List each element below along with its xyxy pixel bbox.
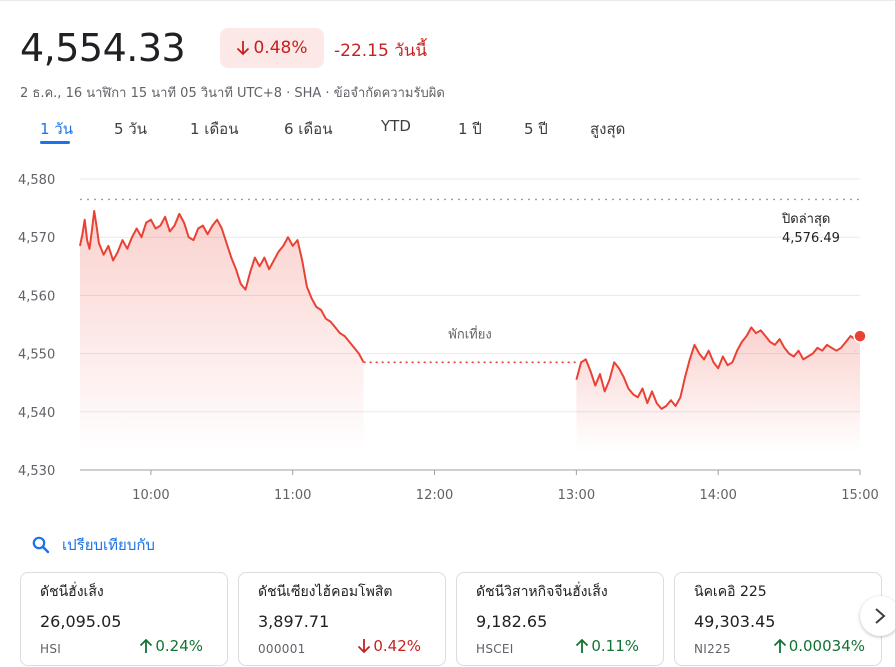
timestamp-disclaimer: 2 ธ.ค., 16 นาฬิกา 15 นาที 05 วินาที UTC+…: [20, 86, 445, 101]
series-area-morning: [80, 211, 364, 452]
card-name: ดัชนีฮั่งเส็ง: [40, 584, 104, 600]
y-tick-label: 4,550: [18, 348, 55, 363]
arrow-down-icon: [237, 41, 250, 56]
card-value: 26,095.05: [40, 612, 122, 631]
compare-label: เปรียบเทียบกับ: [62, 536, 155, 554]
card-name: นิคเคอิ 225: [694, 584, 767, 600]
index-card-shanghai[interactable]: ดัชนีเซียงไฮ้คอมโพสิต 3,897.71 000001 0.…: [238, 572, 446, 666]
arrow-down-icon: [358, 639, 371, 654]
search-icon: [32, 536, 50, 554]
card-value: 3,897.71: [258, 612, 330, 631]
x-tick-label: 13:00: [558, 488, 595, 503]
card-name: ดัชนีเซียงไฮ้คอมโพสิต: [258, 584, 393, 600]
current-price: 4,554.33: [20, 26, 186, 70]
card-code: NI225: [694, 642, 731, 656]
price-chart[interactable]: 4,580 4,570 4,560 4,550 4,540 4,530 10:00 11:00…: [0, 160, 895, 505]
prev-close-value: 4,576.49: [782, 231, 840, 246]
y-tick-label: 4,580: [18, 173, 55, 188]
y-tick-label: 4,530: [18, 464, 55, 479]
card-change-value: 0.42%: [373, 637, 421, 655]
y-tick-label: 4,570: [18, 231, 55, 246]
arrow-up-icon: [140, 638, 153, 653]
tab-1-year[interactable]: 1 ปี: [458, 120, 482, 138]
card-change-value: 0.11%: [591, 637, 639, 655]
card-change: 0.00034%: [773, 637, 865, 655]
tab-5-day[interactable]: 5 วัน: [114, 120, 147, 138]
card-change: 0.42%: [357, 637, 421, 655]
x-tick-label: 10:00: [132, 488, 169, 503]
change-percent-badge: 0.48%: [220, 28, 324, 68]
y-tick-label: 4,540: [18, 406, 55, 421]
card-change-value: 0.00034%: [788, 637, 865, 655]
card-change: 0.24%: [139, 637, 203, 655]
active-tab-indicator: [40, 141, 70, 144]
x-tick-label: 14:00: [699, 488, 736, 503]
card-change-value: 0.24%: [155, 637, 203, 655]
prev-close-label: ปิดล่าสุด: [781, 212, 830, 227]
tab-6-month[interactable]: 6 เดือน: [284, 120, 333, 138]
chevron-right-icon: [875, 608, 886, 624]
y-tick-label: 4,560: [18, 289, 55, 304]
card-code: HSCEI: [476, 642, 514, 656]
series-line-morning: [79, 210, 365, 363]
card-change: 0.11%: [575, 637, 639, 655]
card-code: 000001: [258, 642, 306, 656]
card-code: HSI: [40, 642, 62, 656]
x-tick-label: 11:00: [274, 488, 311, 503]
x-tick-label: 12:00: [416, 488, 453, 503]
next-cards-button[interactable]: [860, 596, 895, 636]
x-tick-label: 15:00: [841, 488, 878, 503]
series-area-afternoon: [576, 327, 860, 452]
arrow-up-icon: [576, 638, 589, 653]
card-value: 9,182.65: [476, 612, 548, 631]
top-divider: [0, 0, 895, 1]
tab-ytd[interactable]: YTD: [381, 117, 411, 135]
lunch-break-label: พักเที่ยง: [448, 325, 491, 342]
index-card-hscei[interactable]: ดัชนีวิสาหกิจจีนฮั่งเส็ง 9,182.65 HSCEI …: [456, 572, 664, 666]
change-percent: 0.48%: [253, 38, 308, 58]
latest-price-dot: [853, 329, 867, 343]
index-card-nikkei[interactable]: นิคเคอิ 225 49,303.45 NI225 0.00034%: [674, 572, 882, 666]
tab-5-year[interactable]: 5 ปี: [524, 120, 548, 138]
compare-button[interactable]: เปรียบเทียบกับ: [32, 533, 155, 557]
index-card-hsi[interactable]: ดัชนีฮั่งเส็ง 26,095.05 HSI 0.24%: [20, 572, 228, 666]
card-name: ดัชนีวิสาหกิจจีนฮั่งเส็ง: [476, 584, 608, 600]
tab-1-month[interactable]: 1 เดือน: [190, 120, 239, 138]
arrow-up-icon: [773, 638, 786, 653]
tab-max[interactable]: สูงสุด: [590, 120, 626, 138]
change-absolute: -22.15 วันนี้: [334, 41, 427, 61]
card-value: 49,303.45: [694, 612, 776, 631]
tab-1-day[interactable]: 1 วัน: [40, 120, 73, 138]
series-line-afternoon: [575, 326, 861, 410]
